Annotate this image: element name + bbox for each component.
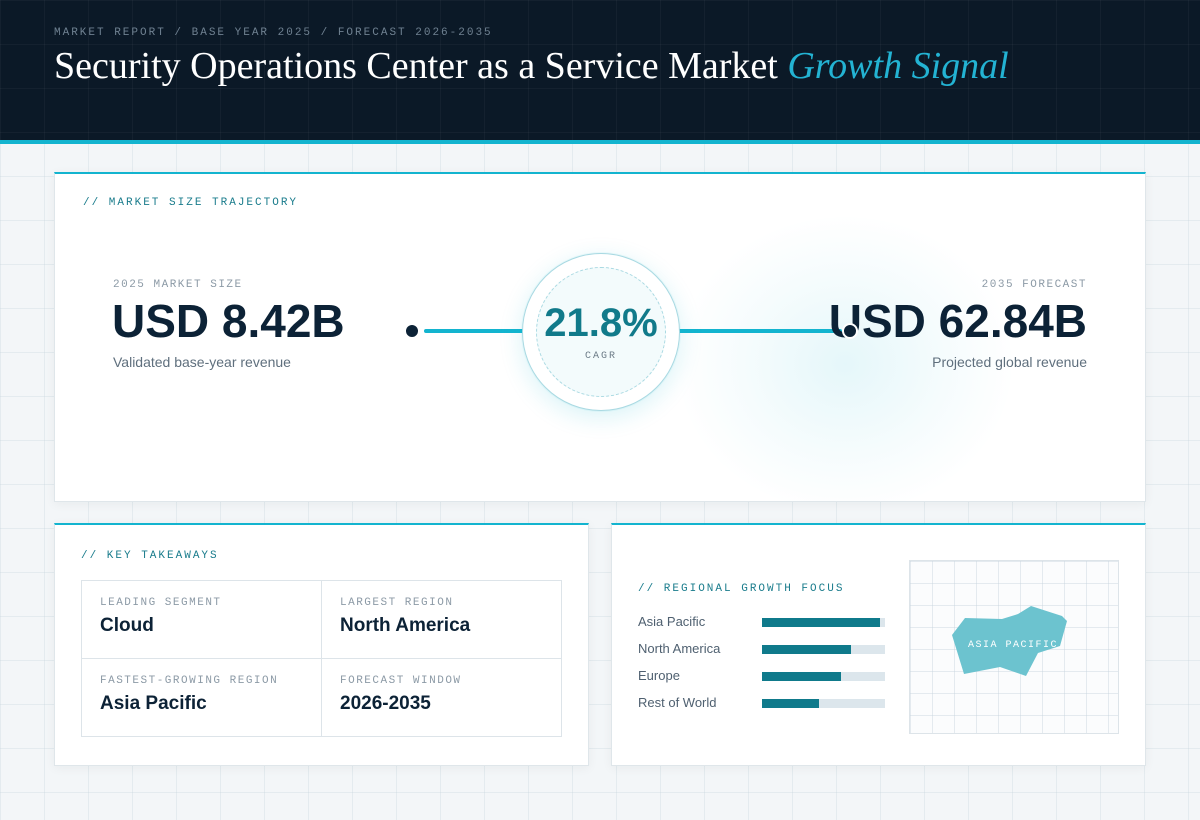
region-bar-fill — [762, 618, 881, 627]
region-bar-fill — [762, 699, 819, 708]
region-minimap: ASIA PACIFIC — [909, 560, 1119, 734]
end-caption: Projected global revenue — [932, 354, 1087, 370]
region-bar-row: Europe — [638, 668, 888, 684]
takeaway-value: North America — [340, 615, 471, 636]
takeaway-label: LEADING SEGMENT — [100, 597, 222, 609]
trajectory-end-dot — [842, 323, 858, 339]
takeaway-value: 2026-2035 — [340, 693, 431, 714]
region-bar-track — [762, 699, 885, 708]
title-main: Security Operations Center as a Service … — [54, 45, 778, 87]
key-takeaways-card: // KEY TAKEAWAYS LEADING SEGMENT Cloud L… — [54, 523, 589, 766]
cagr-badge: 21.8% CAGR — [522, 253, 680, 411]
takeaway-value: Cloud — [100, 615, 154, 636]
regional-growth-card: // REGIONAL GROWTH FOCUS Asia Pacific No… — [611, 523, 1146, 766]
takeaways-grid: LEADING SEGMENT Cloud LARGEST REGION Nor… — [81, 580, 562, 737]
region-bar-track — [762, 618, 885, 627]
region-bar-row: Rest of World — [638, 695, 888, 711]
region-bar-label: Rest of World — [638, 695, 717, 710]
takeaway-label: FASTEST-GROWING REGION — [100, 675, 279, 687]
takeaway-largest-region: LARGEST REGION North America — [322, 581, 562, 659]
page-title: Security Operations Center as a Service … — [54, 44, 1009, 88]
start-value: USD 8.42B — [112, 295, 345, 347]
glow-decoration — [675, 214, 1015, 501]
region-bar-fill — [762, 645, 851, 654]
map-region-label: ASIA PACIFIC — [968, 640, 1059, 651]
report-eyebrow: MARKET REPORT / BASE YEAR 2025 / FORECAS… — [54, 27, 493, 39]
region-bar-label: Europe — [638, 668, 680, 683]
start-caption: Validated base-year revenue — [113, 354, 291, 370]
trajectory-start-dot — [404, 323, 420, 339]
report-header: MARKET REPORT / BASE YEAR 2025 / FORECAS… — [0, 0, 1200, 144]
cagr-inner-ring — [536, 267, 666, 397]
start-kicker: 2025 MARKET SIZE — [113, 279, 243, 291]
takeaway-label: LARGEST REGION — [340, 597, 454, 609]
region-bar-row: North America — [638, 641, 888, 657]
section-label-trajectory: // MARKET SIZE TRAJECTORY — [83, 197, 299, 209]
takeaway-value: Asia Pacific — [100, 693, 207, 714]
market-size-card: // MARKET SIZE TRAJECTORY 2025 MARKET SI… — [54, 172, 1146, 502]
region-bar-track — [762, 645, 885, 654]
region-bar-fill — [762, 672, 841, 681]
region-bar-label: Asia Pacific — [638, 614, 706, 629]
end-value: USD 62.84B — [828, 295, 1087, 347]
region-bar-track — [762, 672, 885, 681]
section-label-regional: // REGIONAL GROWTH FOCUS — [638, 583, 845, 595]
cagr-value: 21.8% — [544, 301, 658, 345]
end-kicker: 2035 FORECAST — [981, 279, 1087, 291]
takeaway-forecast-window: FORECAST WINDOW 2026-2035 — [322, 659, 562, 737]
takeaway-leading-segment: LEADING SEGMENT Cloud — [82, 581, 322, 659]
cagr-label: CAGR — [584, 351, 617, 362]
takeaway-fastest-growing-region: FASTEST-GROWING REGION Asia Pacific — [82, 659, 322, 737]
region-bar-row: Asia Pacific — [638, 614, 888, 630]
region-bar-label: North America — [638, 641, 721, 656]
section-label-takeaways: // KEY TAKEAWAYS — [81, 550, 219, 562]
takeaway-label: FORECAST WINDOW — [340, 675, 462, 687]
asia-pacific-shape-icon — [952, 606, 1067, 676]
title-accent: Growth Signal — [787, 45, 1009, 87]
